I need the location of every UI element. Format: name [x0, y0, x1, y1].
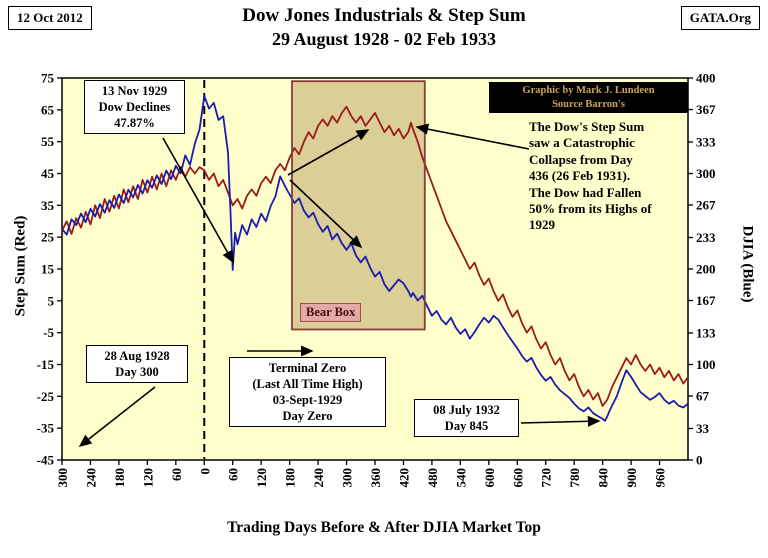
x-axis-tick-label: 540 — [453, 468, 468, 488]
annotation-text-line: saw a Catastrophic — [529, 135, 635, 151]
x-axis-tick-label: 660 — [510, 468, 525, 488]
x-axis-tick-label: 600 — [482, 468, 497, 488]
annotation-text-line: Day 845 — [444, 419, 489, 433]
right-axis-tick-label: 367 — [696, 102, 716, 117]
x-axis-tick-label: 180 — [283, 468, 298, 488]
annotation-arrow — [289, 179, 363, 249]
left-axis-title: Step Sum (Red) — [12, 215, 29, 317]
annotation-text-line: Terminal Zero — [268, 361, 347, 375]
x-axis-tick-label: 360 — [368, 468, 383, 488]
annotation-13-nov-1929: 13 Nov 1929 Dow Declines 47.87% — [84, 80, 185, 134]
right-axis-tick-label: 100 — [696, 357, 716, 372]
annotation-text-line: The Dow's Step Sum — [529, 119, 645, 134]
annotation-text-line: 03-Sept-1929 — [272, 393, 343, 407]
left-axis-tick-label: 35 — [41, 198, 55, 213]
x-axis-title: Trading Days Before & After DJIA Market … — [227, 519, 541, 536]
right-axis-tick-label: 400 — [696, 71, 716, 86]
right-axis-tick-label: 267 — [696, 198, 716, 213]
left-axis-tick-label: -45 — [37, 453, 55, 468]
left-axis-tick-label: -25 — [37, 389, 55, 404]
annotation-text-line: 08 July 1932 — [433, 403, 500, 417]
right-axis-tick-label: 333 — [696, 134, 716, 149]
x-axis-tick-label: 960 — [653, 468, 668, 488]
annotation-text-line: 436 (26 Feb 1931). — [529, 168, 631, 184]
left-axis-tick-label: 65 — [41, 102, 55, 117]
bear-box-region — [292, 81, 425, 330]
x-axis-tick-label: 240 — [83, 468, 98, 488]
left-axis-tick-label: 45 — [41, 166, 55, 181]
annotation-text-line: 13 Nov 1929 — [101, 84, 168, 98]
x-axis-tick-label: 420 — [396, 468, 411, 488]
annotation-text-line: Day 300 — [115, 365, 159, 379]
annotation-text-line: Graphic by Mark J. Lundeen — [522, 85, 655, 96]
annotation-text-line: Source Barron's — [552, 98, 625, 110]
x-axis-tick-label: 60 — [169, 468, 184, 481]
right-axis-tick-label: 200 — [696, 262, 716, 277]
annotation-arrow — [78, 386, 156, 447]
annotation-text-line: Dow Declines — [98, 100, 171, 114]
right-axis-title: DJIA (Blue) — [739, 225, 756, 303]
annotation-28-aug-1928: 28 Aug 1928 Day 300 — [86, 345, 188, 383]
x-axis-tick-label: 120 — [254, 468, 269, 488]
left-axis-tick-label: 15 — [41, 262, 55, 277]
annotation-credit-box: Graphic by Mark J. Lundeen Source Barron… — [489, 82, 688, 114]
source-badge: GATA.Org — [680, 6, 760, 30]
annotation-text-line: 28 Aug 1928 — [104, 349, 170, 363]
bear-box-label: Bear Box — [300, 303, 362, 322]
x-axis-tick-label: 180 — [112, 468, 127, 488]
x-axis-tick-label: 900 — [624, 468, 639, 488]
annotation-arrow — [415, 123, 530, 150]
right-axis-tick-label: 0 — [696, 453, 703, 468]
x-axis-tick-label: 300 — [340, 468, 355, 488]
x-axis-tick-label: 240 — [311, 468, 326, 488]
x-axis-tick-label: 120 — [140, 468, 155, 488]
right-axis-tick-label: 67 — [696, 389, 710, 404]
date-badge: 12 Oct 2012 — [8, 6, 92, 30]
annotation-arrow — [287, 129, 370, 176]
x-axis-tick-label: 480 — [425, 468, 440, 488]
right-axis-tick-label: 300 — [696, 166, 716, 181]
left-axis-tick-label: -35 — [37, 421, 55, 436]
left-axis-tick-label: 25 — [41, 230, 55, 245]
chart-title: Dow Jones Industrials & Step Sum — [242, 5, 526, 26]
annotation-text-line: Collapse from Day — [529, 151, 633, 167]
annotation-text-line: 1929 — [529, 217, 555, 233]
left-axis-tick-label: 75 — [41, 71, 55, 86]
x-axis-tick-label: 0 — [197, 468, 212, 475]
djia-line — [61, 95, 689, 422]
bear-box-border — [291, 80, 426, 331]
annotation-arrow — [162, 137, 234, 264]
x-axis-tick-label: 840 — [596, 468, 611, 488]
chart-subtitle: 29 August 1928 - 02 Feb 1933 — [271, 29, 496, 49]
x-axis-tick-label: 60 — [226, 468, 241, 481]
annotation-arrow — [520, 415, 601, 427]
left-axis-tick-label: -5 — [43, 325, 54, 340]
right-axis-tick-label: 133 — [696, 325, 716, 340]
left-axis-tick-label: 5 — [48, 293, 55, 308]
annotation-text-line: (Last All Time High) — [252, 377, 363, 391]
annotation-text-line: The Dow had Fallen — [529, 184, 642, 200]
x-axis-tick-label: 780 — [567, 468, 582, 488]
right-axis-tick-label: 233 — [696, 230, 716, 245]
right-axis-tick-label: 33 — [696, 421, 710, 436]
annotation-collapse-note: The Dow's Step Sum saw a Catastrophic Co… — [529, 119, 685, 234]
annotation-text-line: 47.87% — [114, 116, 155, 130]
annotation-text-line: Day Zero — [282, 409, 333, 423]
annotation-terminal-zero: Terminal Zero (Last All Time High) 03-Se… — [229, 357, 386, 427]
annotation-08-july-1932: 08 July 1932 Day 845 — [414, 399, 519, 437]
right-axis-tick-label: 167 — [696, 293, 716, 308]
left-axis-tick-label: 55 — [41, 134, 55, 149]
annotation-text-line: 50% from its Highs of — [529, 200, 652, 216]
left-axis-tick-label: -15 — [37, 357, 55, 372]
x-axis-tick-label: 300 — [55, 468, 70, 488]
x-axis-tick-label: 720 — [539, 468, 554, 488]
step-sum-line — [61, 105, 689, 407]
